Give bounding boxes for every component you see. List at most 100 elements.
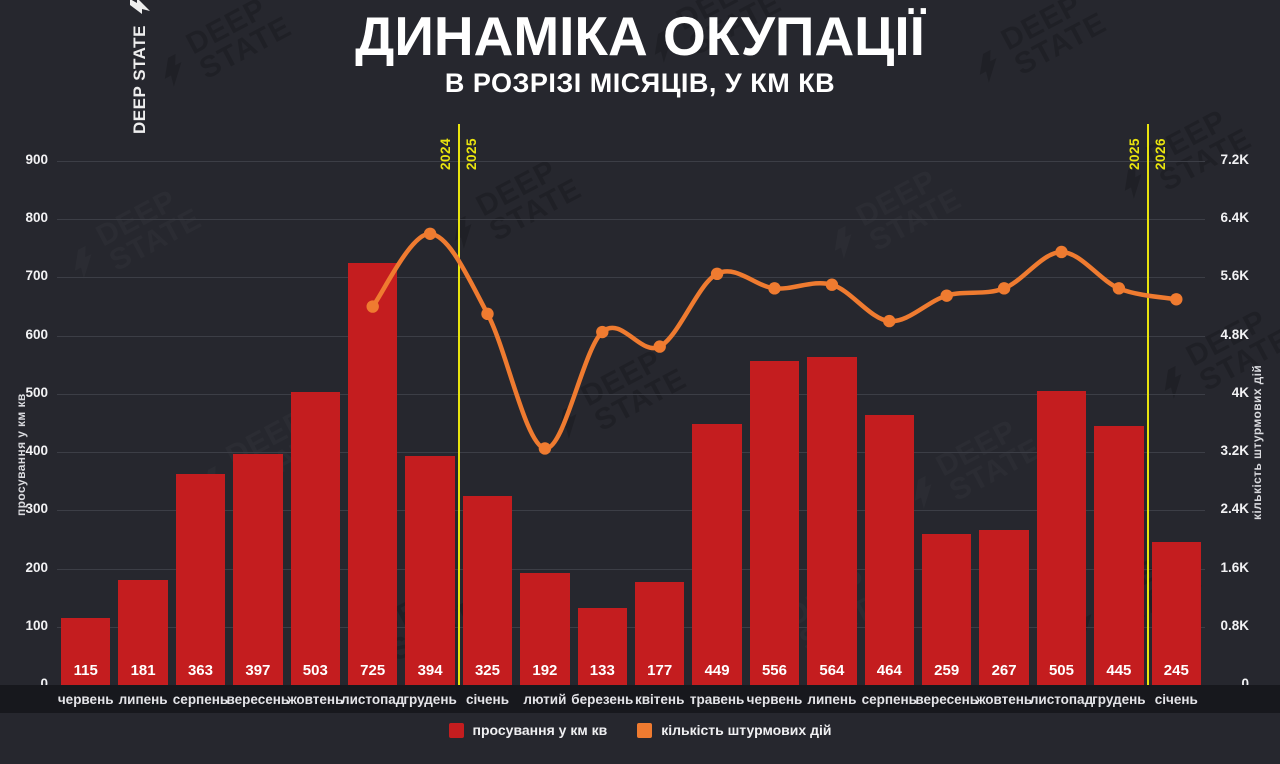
month-label: березень: [571, 691, 634, 707]
gridline: [57, 452, 1205, 454]
bar-березень: 133: [577, 607, 627, 685]
legend-label: кількість штурмових дій: [661, 722, 832, 738]
month-label: серпень: [861, 691, 917, 707]
bar-травень: 449: [692, 423, 742, 685]
legend-item: просування у км кв: [448, 722, 607, 738]
month-label: вересень: [226, 691, 290, 707]
right-axis-tick: 2.4K: [1220, 501, 1249, 517]
watermark-flag-icon: [820, 220, 866, 266]
page-subtitle: В РОЗРІЗІ МІСЯЦІВ, У КМ КВ: [444, 67, 836, 98]
right-axis-tick: 4.8K: [1220, 326, 1249, 342]
bar-серпень: 464: [864, 414, 914, 685]
page-title: ДИНАМІКА ОКУПАЦІЇ: [355, 5, 925, 67]
watermark-flag-icon: [60, 240, 106, 286]
bar-value-label: 325: [474, 661, 500, 679]
year-label-left: 2025: [1126, 137, 1142, 170]
assault-line-point: [940, 289, 953, 302]
watermark-flag-icon: [1164, 365, 1182, 399]
bar-червень: 556: [749, 361, 800, 685]
gridline: [57, 277, 1205, 279]
month-label: грудень: [403, 691, 457, 707]
bar-value-label: 192: [532, 661, 558, 679]
month-label: квітень: [635, 691, 685, 707]
bar-value-label: 449: [704, 661, 730, 679]
assault-line-point: [825, 278, 839, 291]
gridline: [57, 626, 1205, 628]
bar-грудень: 445: [1094, 425, 1144, 685]
bar-жовтень: 267: [979, 529, 1029, 685]
bar-жовтень: 503: [290, 392, 340, 685]
bar-вересень: 397: [233, 453, 283, 685]
month-label: липень: [118, 691, 168, 707]
month-label: жовтень: [975, 691, 1033, 707]
header: ДИНАМІКА ОКУПАЦІЇ В РОЗРІЗІ МІСЯЦІВ, У К…: [0, 5, 1280, 99]
right-axis-tick: 4K: [1231, 384, 1249, 400]
bar-value-label: 505: [1048, 661, 1074, 679]
bar-value-label: 394: [417, 661, 443, 679]
left-axis-tick: 600: [25, 326, 48, 342]
bar-червень: 115: [61, 618, 111, 685]
bar-value-label: 503: [302, 661, 328, 679]
month-label: травень: [689, 691, 745, 707]
gridline: [57, 510, 1205, 512]
month-label: листопад: [1029, 691, 1094, 707]
left-axis-tick: 700: [25, 268, 48, 284]
assault-line-point: [653, 340, 666, 353]
bar-value-label: 464: [876, 661, 902, 679]
bar-value-label: 397: [245, 661, 271, 679]
month-label: січень: [465, 691, 510, 707]
bar-вересень: 259: [922, 534, 972, 685]
month-axis: червень липень серпень вересень жовтень листо…: [0, 685, 1280, 713]
year-label-left: 2024: [437, 137, 453, 170]
left-axis-tick: 500: [25, 384, 48, 400]
right-axis-title: кількість штурмових дій: [1250, 364, 1264, 520]
bar-value-label: 133: [589, 661, 615, 679]
gridline: [57, 335, 1205, 337]
bar-value-label: 181: [130, 661, 156, 679]
gridline: [57, 393, 1205, 395]
right-axis-tick: 0: [1241, 676, 1249, 691]
assault-line-point: [768, 282, 781, 295]
legend: просування у км кв кількість штурмових ді…: [0, 722, 1280, 738]
assault-line-point: [883, 314, 896, 328]
month-label: серпень: [172, 691, 229, 707]
month-label: червень: [746, 691, 803, 707]
right-axis-tick: 5.6K: [1220, 268, 1249, 284]
bar-value-label: 245: [1163, 661, 1189, 679]
month-label: жовтень: [287, 691, 344, 707]
bar-value-label: 177: [647, 661, 673, 679]
left-axis-tick: 0: [40, 676, 48, 691]
watermark-flag-icon: [559, 405, 577, 439]
bar-value-label: 564: [819, 661, 845, 679]
right-axis-tick: 1.6K: [1220, 559, 1249, 575]
right-axis-tick: 0.8K: [1220, 617, 1249, 633]
month-label: січень: [1154, 691, 1198, 707]
bar-value-label: 556: [761, 661, 787, 679]
left-axis-tick: 200: [25, 559, 48, 575]
bar-липень: 181: [118, 579, 168, 685]
right-axis-tick: 6.4K: [1220, 210, 1249, 226]
left-axis-tick: 100: [25, 617, 48, 633]
bar-січень: 245: [1151, 542, 1201, 685]
legend-swatch: [448, 722, 464, 738]
bar-квітень: 177: [635, 581, 685, 685]
gridline: [57, 161, 1205, 162]
year-divider-line: [457, 124, 460, 685]
bar-листопад: 725: [348, 262, 398, 685]
legend-item: кількість штурмових дій: [637, 722, 831, 738]
left-axis-tick: 400: [25, 443, 48, 459]
bar-грудень: 394: [405, 455, 455, 685]
left-axis-title: просування у км кв: [14, 393, 28, 516]
bar-value-label: 259: [934, 661, 960, 679]
month-label: липень: [807, 691, 857, 707]
gridline: [57, 568, 1205, 570]
assault-line-point: [1112, 282, 1126, 295]
